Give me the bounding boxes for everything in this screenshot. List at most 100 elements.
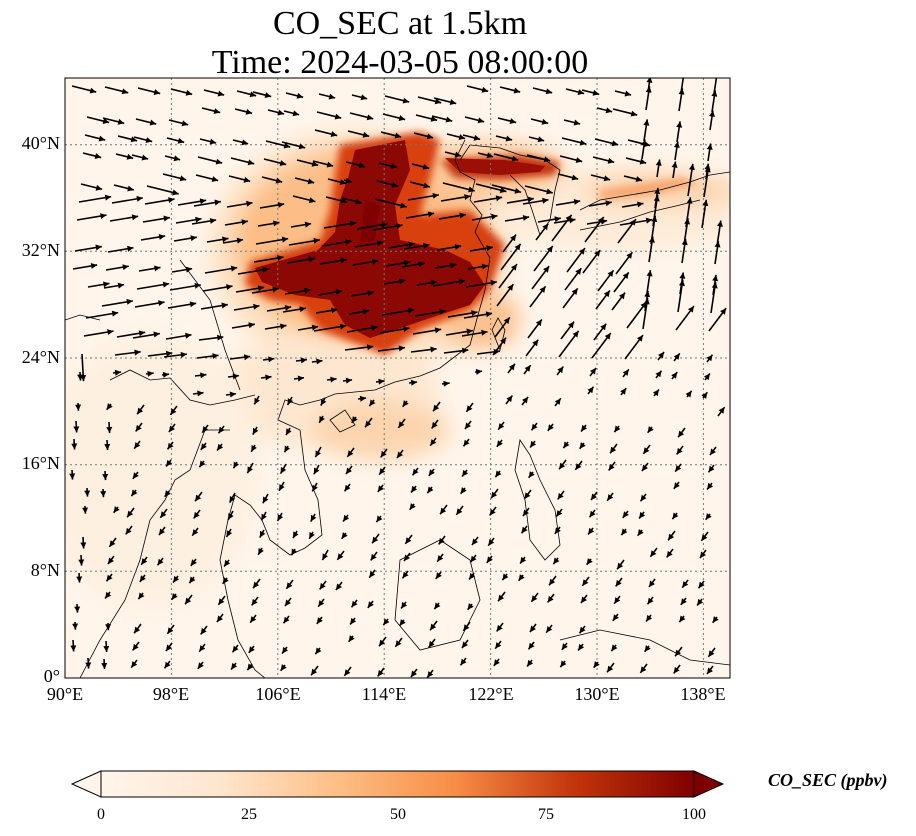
wind-vector-head [652,389,659,397]
wind-vector-head [249,91,257,98]
wind-vector-head [202,426,209,433]
wind-vector-head [403,554,410,562]
wind-vector-head [708,465,715,473]
wind-vector-head [103,281,110,288]
wind-vector-head [587,386,594,394]
wind-vector-head [681,68,687,74]
wind-vector-head [608,463,615,471]
wind-vector-head [344,669,351,676]
wind-vector-head [428,640,435,648]
wind-vector-head [458,134,466,140]
wind-vector-head [605,107,613,114]
wind-vector-head [185,597,192,605]
wind-vector-head [503,317,510,325]
wind-vector-head [78,559,85,566]
wind-vector-head [195,216,202,223]
wind-vector-head [299,306,306,313]
wind-vector-head [578,643,585,651]
wind-vector-head [164,661,171,669]
wind-vector-head [254,397,260,405]
wind-vector-head [714,241,721,248]
wind-vector-head [468,186,475,193]
wind-vector-shaft [713,78,718,95]
wind-vector-head [322,553,328,561]
wind-vector-head [411,485,418,493]
wind-vector-head [430,279,438,286]
wind-vector-head [671,161,678,168]
wind-vector-head [513,87,521,94]
wind-vector-head [470,555,477,563]
wind-vector-head [714,70,720,76]
wind-vector-head [316,358,323,365]
wind-vector-head [362,131,370,138]
wind-vector-head [401,601,408,609]
wind-vector-head [394,132,402,139]
wind-vector-head [313,467,320,475]
wind-vector-head [165,644,172,652]
wind-vector-head [546,188,553,195]
wind-vector-head [554,527,561,534]
wind-vector-head [543,156,551,163]
map-title: CO_SEC at 1.5km Time: 2024-03-05 08:00:0… [0,4,800,82]
wind-vector-head [607,270,614,277]
wind-vector-head [136,195,143,202]
wind-vector-head [280,466,287,474]
wind-vector-head [405,537,412,544]
wind-vector-head [127,245,134,252]
wind-vector-head [396,223,403,230]
wind-vector-head [163,215,170,222]
wind-vector-head [229,495,236,503]
wind-vector-head [437,555,444,562]
wind-vector-head [253,581,260,589]
wind-vector-head [711,282,718,289]
wind-vector-head [107,557,114,565]
wind-vector-head [458,278,466,285]
colorbar-tick-0: 0 [97,806,105,823]
lat-label-16n: 16°N [21,453,60,473]
wind-vector-head [464,422,471,430]
wind-vector-head [222,577,229,584]
wind-vector-head [573,119,581,126]
wind-vector-head [318,600,325,607]
wind-vector-head [104,443,111,451]
wind-vector-head [407,307,415,314]
wind-vector-head [224,559,231,567]
wind-vector-head [232,645,239,653]
wind-vector-head [173,155,181,162]
wind-vector-head [643,119,650,126]
wind-vector-head [505,135,513,142]
wind-vector-head [654,187,661,195]
lat-label-24n: 24°N [21,347,60,367]
wind-vector-head [430,346,437,353]
wind-vector-head [319,582,326,590]
wind-vector-head [199,645,206,652]
colorbar-tick-25: 25 [241,806,257,823]
wind-vector-head [160,511,167,518]
wind-vector-head [514,187,522,194]
wind-vector-head [328,93,336,100]
wind-vector-head [189,576,196,584]
wind-vector-head [398,421,405,428]
wind-vector-head [250,616,257,623]
wind-vector-head [549,578,556,586]
wind-vector-head [578,248,585,255]
wind-vector-head [283,616,290,624]
wind-vector-head [610,446,617,454]
wind-vector-head [378,378,385,385]
wind-vector-head [77,374,84,381]
wind-vector-head [675,465,682,472]
wind-vector-head [507,284,514,291]
wind-vector-head [180,351,187,358]
wind-vector-head [335,289,343,295]
wind-vector-head [311,668,318,676]
wind-vector-head [73,426,80,433]
wind-vector-head [154,265,161,272]
wind-vector-head [381,221,388,228]
wind-vector-head [106,574,113,582]
wind-vector-head [366,114,374,121]
wind-vector-head [572,330,579,338]
wind-vector-head [481,329,488,336]
wind-vector-head [350,617,357,625]
wind-vector-head [215,158,223,165]
wind-vector-head [489,508,496,516]
